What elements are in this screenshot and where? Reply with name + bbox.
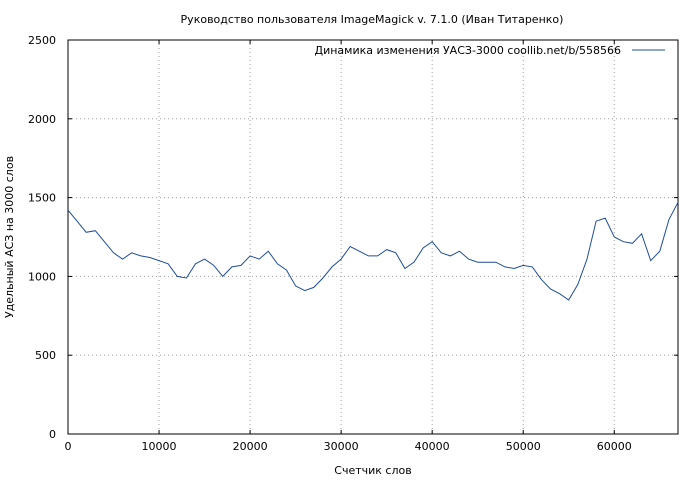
y-tick-label: 2500 [28, 34, 56, 47]
y-tick-label: 2000 [28, 113, 56, 126]
y-axis-label: Удельный АСЗ на 3000 слов [3, 156, 16, 318]
series-line [67, 202, 679, 301]
y-tick-label: 500 [35, 349, 56, 362]
x-tick-label: 60000 [597, 440, 632, 453]
x-tick-label: 10000 [142, 440, 177, 453]
x-tick-label: 50000 [506, 440, 541, 453]
y-tick-label: 0 [49, 428, 56, 441]
grid-lines [68, 40, 678, 434]
chart-title: Руководство пользователя ImageMagick v. … [181, 13, 564, 26]
x-tick-label: 0 [65, 440, 72, 453]
x-tick-label: 30000 [324, 440, 359, 453]
plot-frame [67, 39, 679, 435]
x-axis: 0 10000 20000 30000 40000 50000 60000 [65, 40, 632, 453]
y-axis: 0 500 1000 1500 2000 2500 [28, 34, 678, 441]
x-tick-label: 40000 [415, 440, 450, 453]
y-tick-label: 1500 [28, 192, 56, 205]
y-tick-label: 1000 [28, 270, 56, 283]
legend-label: Динамика изменения УАСЗ-3000 coollib.net… [315, 44, 622, 57]
x-tick-label: 20000 [233, 440, 268, 453]
legend: Динамика изменения УАСЗ-3000 coollib.net… [315, 44, 665, 57]
x-axis-label: Счетчик слов [334, 464, 411, 477]
